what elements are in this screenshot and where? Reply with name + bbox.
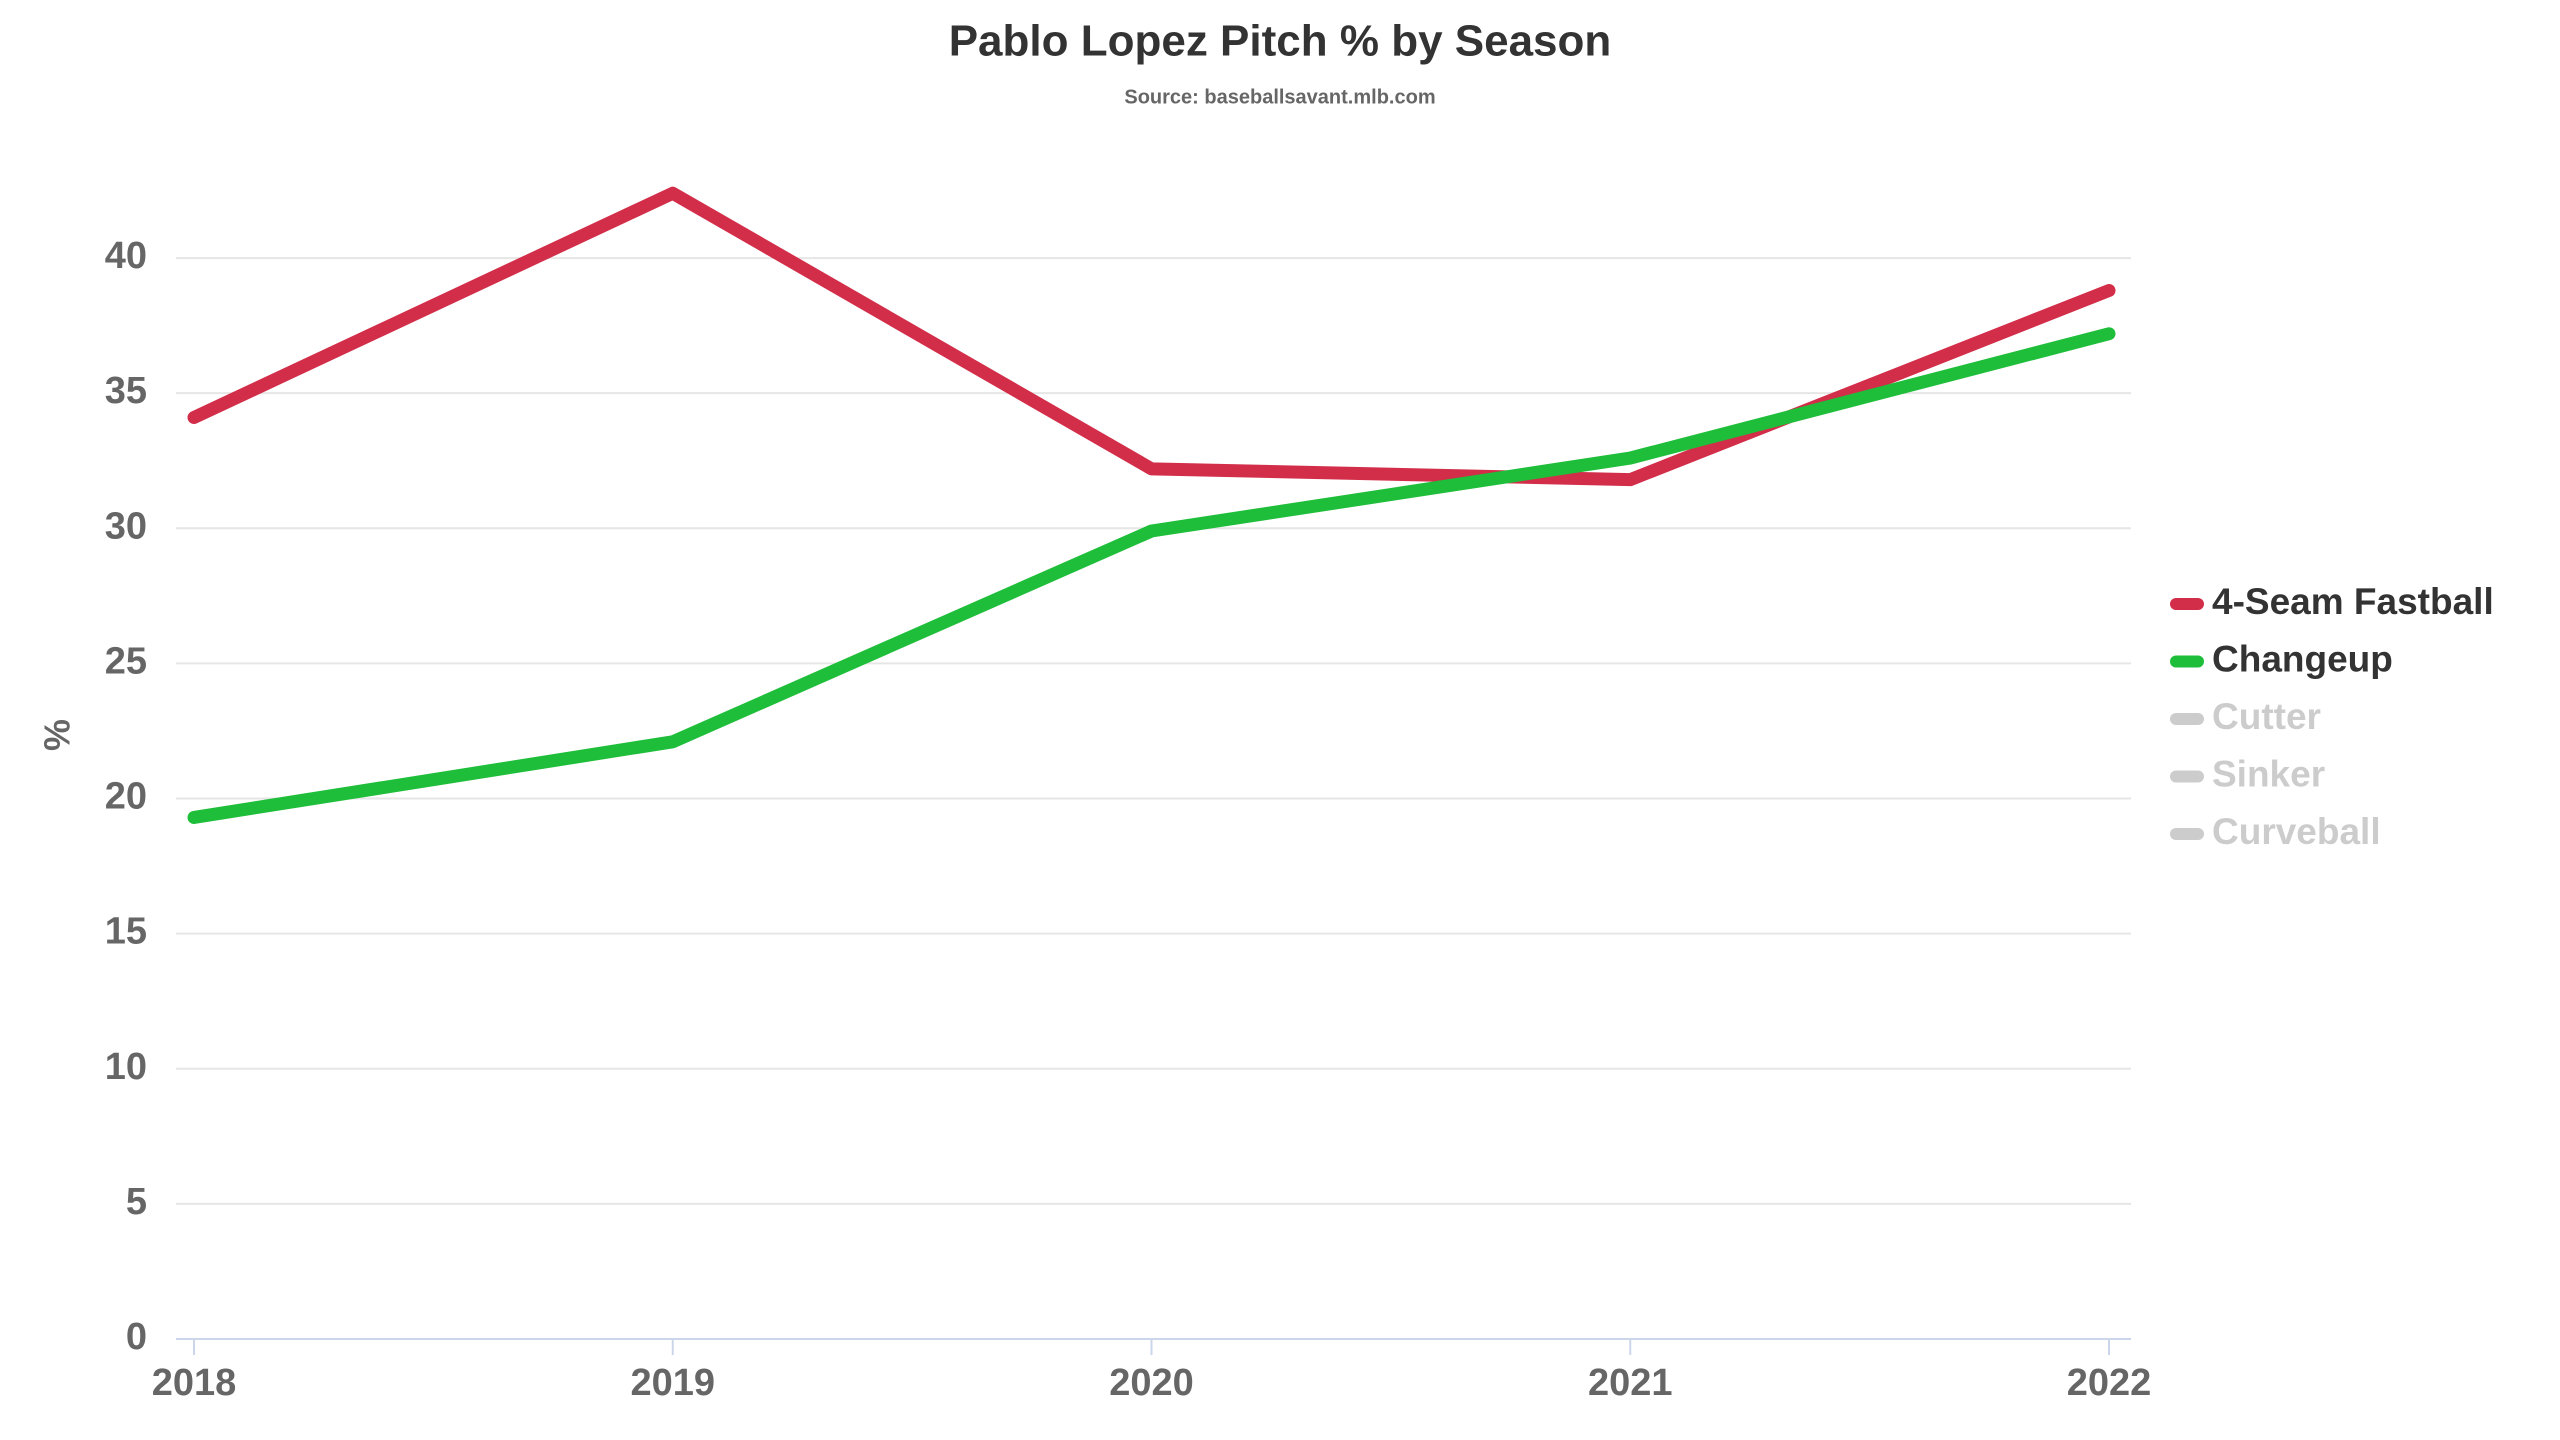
y-axis-label: % — [37, 719, 78, 751]
x-tick-label: 2020 — [1109, 1362, 1194, 1404]
legend-label[interactable]: Sinker — [2212, 753, 2325, 794]
y-tick-label: 20 — [105, 776, 147, 818]
series-line — [187, 186, 2116, 487]
x-tick-label: 2019 — [630, 1362, 715, 1404]
series-line — [187, 327, 2116, 824]
y-tick-label: 30 — [105, 505, 147, 547]
x-tick-label: 2021 — [1588, 1362, 1673, 1404]
y-tick-label: 10 — [105, 1046, 147, 1088]
y-tick-label: 15 — [105, 911, 147, 953]
x-tick-label: 2018 — [152, 1362, 237, 1404]
y-tick-label: 5 — [126, 1181, 147, 1223]
y-tick-label: 25 — [105, 640, 147, 682]
x-tick-label: 2022 — [2067, 1362, 2152, 1404]
y-tick-label: 0 — [126, 1316, 147, 1358]
y-tick-label: 40 — [105, 235, 147, 277]
legend-label[interactable]: Cutter — [2212, 696, 2321, 737]
y-tick-label: 35 — [105, 370, 147, 412]
legend-label[interactable]: Changeup — [2212, 638, 2393, 679]
chart-subtitle: Source: baseballsavant.mlb.com — [1124, 86, 1435, 108]
legend-label[interactable]: 4-Seam Fastball — [2212, 581, 2494, 622]
chart-title: Pablo Lopez Pitch % by Season — [949, 17, 1612, 66]
legend-label[interactable]: Curveball — [2212, 811, 2381, 852]
